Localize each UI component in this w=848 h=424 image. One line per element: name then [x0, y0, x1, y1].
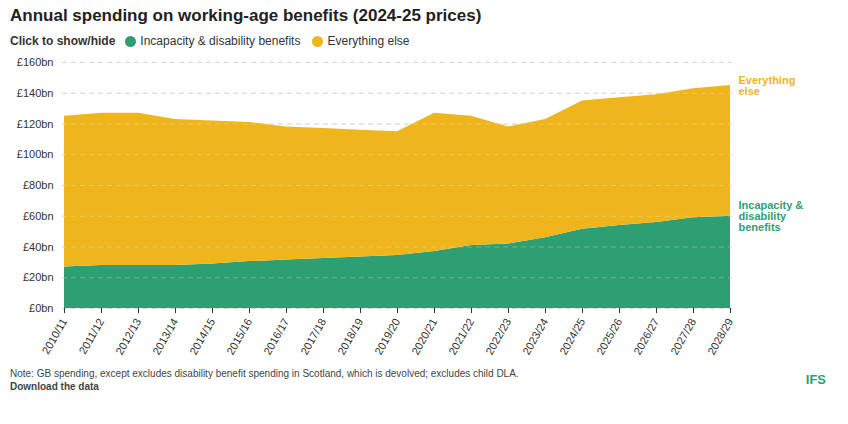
svg-text:£140bn: £140bn: [17, 87, 54, 99]
svg-text:2017/18: 2017/18: [298, 316, 328, 356]
svg-text:2026/27: 2026/27: [631, 316, 661, 356]
svg-text:Incapacity &disabilitybenefits: Incapacity &disabilitybenefits: [739, 199, 804, 233]
svg-text:2020/21: 2020/21: [409, 316, 439, 356]
svg-text:2024/25: 2024/25: [557, 316, 587, 356]
svg-text:2025/26: 2025/26: [594, 316, 624, 356]
svg-text:£100bn: £100bn: [17, 148, 54, 160]
svg-text:2013/14: 2013/14: [150, 316, 180, 356]
svg-text:2011/12: 2011/12: [76, 316, 106, 356]
svg-text:Everythingelse: Everythingelse: [739, 74, 796, 97]
svg-text:£160bn: £160bn: [17, 56, 54, 68]
svg-text:2012/13: 2012/13: [113, 316, 143, 356]
svg-text:2022/23: 2022/23: [483, 316, 513, 356]
html-text:IFS: IFS: [805, 372, 826, 387]
svg-text:£80bn: £80bn: [23, 179, 54, 191]
svg-text:£40bn: £40bn: [23, 241, 54, 253]
html-text:Annual spending on working-age: Annual spending on working-age benefits …: [10, 6, 482, 25]
svg-text:2018/19: 2018/19: [335, 316, 365, 356]
svg-text:2015/16: 2015/16: [224, 316, 254, 356]
svg-text:2027/28: 2027/28: [668, 316, 698, 356]
svg-text:2010/11: 2010/11: [39, 316, 69, 356]
svg-text:2028/29: 2028/29: [705, 316, 735, 356]
svg-text:£0bn: £0bn: [29, 302, 53, 314]
svg-text:£60bn: £60bn: [23, 210, 54, 222]
svg-text:2016/17: 2016/17: [261, 316, 291, 356]
html-text:Click to show/hide: Click to show/hide: [10, 34, 116, 48]
html-text:Note: GB spending, except excl: Note: GB spending, except excludes disab…: [10, 368, 519, 379]
html-text:Everything else: Everything else: [327, 34, 410, 48]
svg-text:2019/20: 2019/20: [372, 316, 402, 356]
svg-text:2014/15: 2014/15: [187, 316, 217, 356]
svg-text:2021/22: 2021/22: [446, 316, 476, 356]
html-text:Download the data: Download the data: [10, 381, 99, 392]
svg-text:2023/24: 2023/24: [520, 316, 550, 356]
svg-text:£20bn: £20bn: [23, 271, 54, 283]
svg-text:£120bn: £120bn: [17, 118, 54, 130]
html-text:Incapacity & disability benefi: Incapacity & disability benefits: [140, 34, 301, 48]
